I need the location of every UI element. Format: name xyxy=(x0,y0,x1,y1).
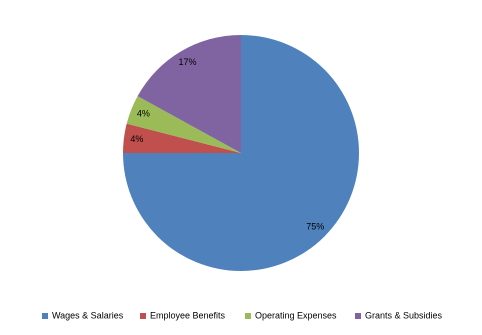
legend-label: Employee Benefits xyxy=(150,310,226,320)
legend-swatch xyxy=(355,313,361,319)
legend-swatch xyxy=(42,313,48,319)
pie-slice xyxy=(126,96,241,153)
data-label: 4% xyxy=(130,134,143,144)
pie-slice xyxy=(137,34,241,154)
legend-swatch xyxy=(140,313,146,319)
legend-label: Grants & Subsidies xyxy=(365,310,443,320)
data-label: 75% xyxy=(306,222,324,232)
data-label: 4% xyxy=(137,109,150,119)
legend-swatch xyxy=(245,313,251,319)
data-label: 17% xyxy=(179,57,197,67)
pie-slice xyxy=(123,123,241,153)
legend-label: Wages & Salaries xyxy=(52,310,124,320)
legend-label: Operating Expenses xyxy=(255,310,337,320)
